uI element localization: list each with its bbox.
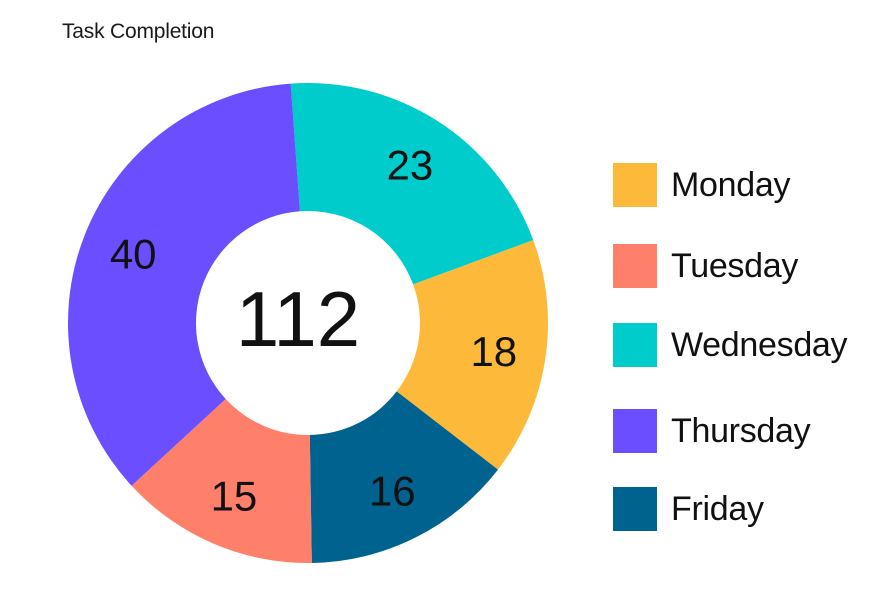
slice-label-tuesday: 15 [211,472,258,519]
slice-wednesday[interactable] [290,83,534,285]
center-total: 112 [236,275,360,363]
legend-item-tuesday[interactable]: Tuesday [613,243,798,289]
slice-label-monday: 18 [470,328,517,375]
slice-tuesday[interactable] [131,398,312,563]
legend-item-friday[interactable]: Friday [613,486,764,532]
legend-label-tuesday: Tuesday [671,246,799,285]
legend-swatch-friday [613,487,657,531]
legend-swatch-monday [613,163,657,207]
slice-thursday[interactable] [68,83,300,486]
legend-item-thursday[interactable]: Thursday [613,408,811,454]
legend-swatch-thursday [613,409,657,453]
slice-label-wednesday: 23 [387,142,434,189]
legend-label-monday: Monday [671,165,791,204]
slice-label-thursday: 40 [110,230,157,277]
legend-swatch-wednesday [613,323,657,367]
slice-monday[interactable] [396,240,548,470]
legend-item-wednesday[interactable]: Wednesday [613,322,848,368]
slice-friday[interactable] [309,391,498,563]
donut-slices [68,83,548,563]
legend-label-wednesday: Wednesday [671,325,848,364]
slice-label-friday: 16 [369,468,416,515]
legend-item-monday[interactable]: Monday [613,162,790,208]
legend-swatch-tuesday [613,244,657,288]
legend-label-thursday: Thursday [671,411,811,450]
chart-title: Task Completion [62,20,215,43]
donut-slice-labels: 23 18 16 15 40 [110,142,517,520]
legend-label-friday: Friday [671,489,764,528]
